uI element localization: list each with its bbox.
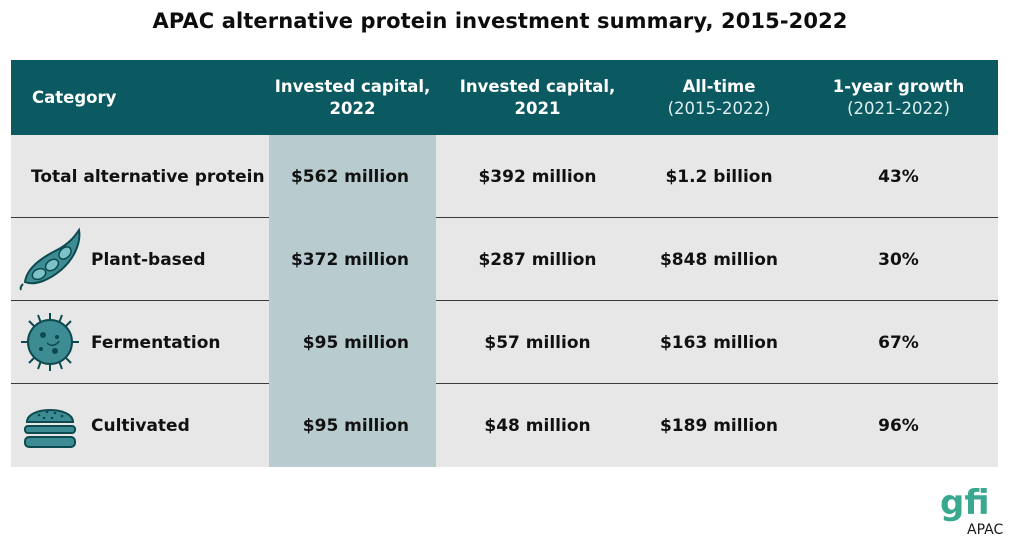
header-invested-2021-line1: Invested capital, <box>459 76 616 96</box>
value-2021: $392 million <box>478 166 597 187</box>
row-label: Total alternative protein <box>31 166 265 187</box>
table-row: Total alternative protein <box>11 135 998 218</box>
value-growth: 96% <box>878 415 919 436</box>
logo-region: APAC <box>967 522 1003 538</box>
table-row: Plant-based <box>11 218 998 301</box>
table-header: Category Invested capital, 2022 Invested… <box>11 60 998 135</box>
header-invested-2021-line2: 2021 <box>514 98 561 118</box>
value-2022: $95 million <box>302 415 409 436</box>
value-2022: $95 million <box>302 332 409 353</box>
value-2021: $57 million <box>484 332 591 353</box>
row-divider <box>11 382 998 384</box>
value-all-time: $189 million <box>659 415 779 436</box>
value-growth: 67% <box>878 332 919 353</box>
header-invested-2022-line1: Invested capital, <box>274 76 431 96</box>
microbe-icon <box>21 313 79 371</box>
highlight-column-2022 <box>269 135 436 467</box>
header-growth: 1-year growth (2021-2022) <box>799 60 998 135</box>
value-all-time: $1.2 billion <box>665 166 773 187</box>
header-invested-2022-line2: 2022 <box>329 98 376 118</box>
page-title: APAC alternative protein investment summ… <box>152 9 848 33</box>
value-2022: $372 million <box>290 249 409 270</box>
logo-mark: gfi <box>940 483 990 523</box>
value-all-time: $848 million <box>659 249 779 270</box>
header-all-time: All-time (2015-2022) <box>639 60 799 135</box>
values-row-plant-based: $372 million $287 million $848 million 3… <box>11 218 998 301</box>
values-row-cultivated: $95 million $48 million $189 million 96% <box>11 384 998 467</box>
header-category-label: Category <box>32 87 117 107</box>
soybean-pod-icon <box>19 227 81 291</box>
header-invested-2021: Invested capital, 2021 <box>436 60 639 135</box>
header-all-time-line2: (2015-2022) <box>667 98 771 118</box>
row-divider <box>11 299 998 301</box>
table-row: Cultivated <box>11 384 998 467</box>
value-all-time: $163 million <box>659 332 779 353</box>
value-2021: $48 million <box>484 415 591 436</box>
table-row: Fermentation <box>11 301 998 384</box>
gfi-apac-logo: gfi APAC <box>940 483 1003 538</box>
values-row-total: $562 million $392 million $1.2 billion 4… <box>11 135 998 218</box>
burger-icon <box>24 409 76 448</box>
value-growth: 30% <box>878 249 919 270</box>
investment-table: Category Invested capital, 2022 Invested… <box>11 60 998 467</box>
row-label: Cultivated <box>91 415 190 436</box>
values-row-fermentation: $95 million $57 million $163 million 67% <box>11 301 998 384</box>
row-label: Plant-based <box>91 249 206 270</box>
row-divider <box>11 216 998 218</box>
value-growth: 43% <box>878 166 919 187</box>
row-label: Fermentation <box>91 332 221 353</box>
header-category: Category <box>32 60 116 135</box>
value-2022: $562 million <box>290 166 409 187</box>
value-2021: $287 million <box>478 249 597 270</box>
header-growth-line2: (2021-2022) <box>847 98 950 118</box>
header-invested-2022: Invested capital, 2022 <box>269 60 436 135</box>
header-growth-line1: 1-year growth <box>832 76 965 96</box>
header-all-time-line1: All-time <box>682 76 756 96</box>
